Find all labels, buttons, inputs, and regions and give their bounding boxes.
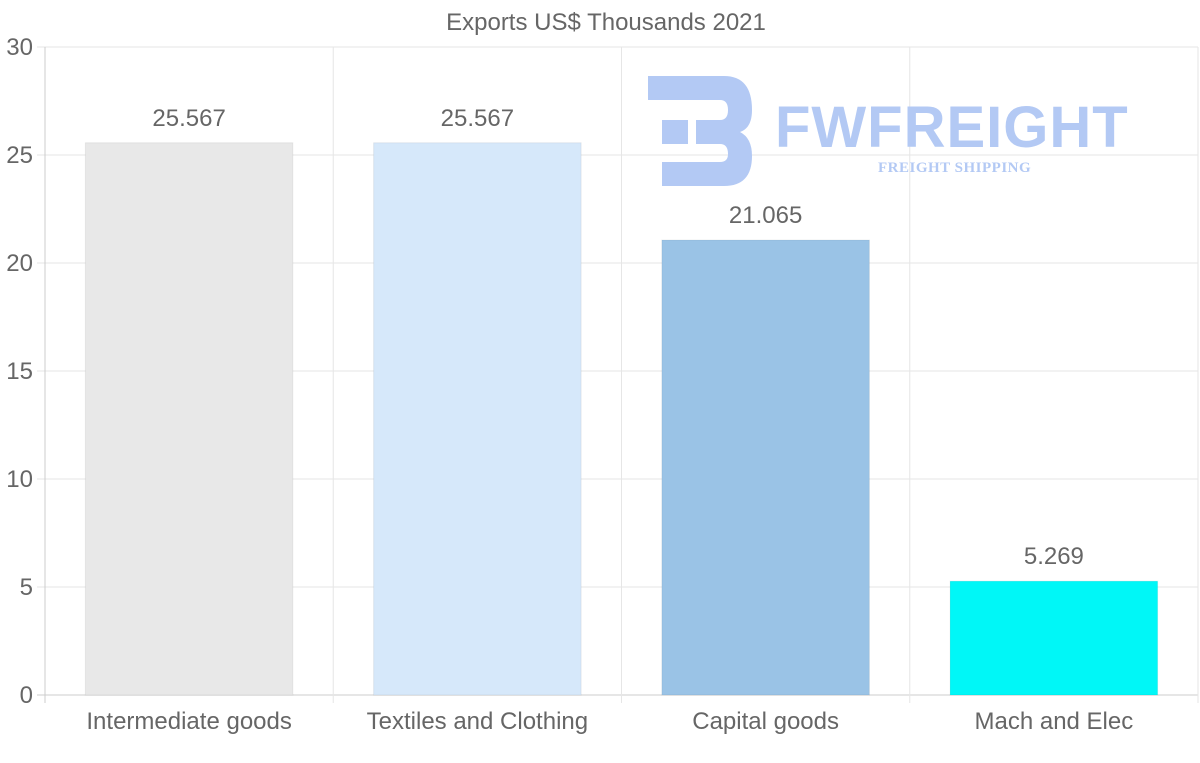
chart-title: Exports US$ Thousands 2021 [446,9,766,36]
bar [84,142,294,696]
y-tick-label: 25 [6,142,33,169]
y-tick-label: 5 [20,574,33,601]
x-tick-label: Mach and Elec [974,708,1133,735]
bars: 25.567 25.567 21.065 5.269 [84,105,1159,696]
bar [373,142,582,696]
y-axis: 0 5 10 15 20 25 30 [6,34,33,709]
data-label: 5.269 [1024,543,1084,570]
x-tick-label: Capital goods [692,708,839,735]
y-tick-label: 20 [6,250,33,277]
fwfreight-watermark: FWFREIGHT FREIGHT SHIPPING [640,70,1160,190]
x-tick-label: Intermediate goods [86,708,291,735]
y-tick-label: 10 [6,466,33,493]
fwfreight-logo-icon [648,76,752,186]
x-tick-label: Textiles and Clothing [367,708,588,735]
data-label: 25.567 [441,105,514,132]
watermark-brand: FWFREIGHT [775,95,1129,160]
watermark-tagline: FREIGHT SHIPPING [878,160,1032,176]
bar [949,580,1159,696]
bar [661,239,870,696]
y-tick-label: 0 [20,682,33,709]
data-label: 25.567 [152,105,225,132]
data-label: 21.065 [729,202,802,229]
y-tick-label: 15 [6,358,33,385]
y-tick-label: 30 [6,34,33,61]
x-axis: Intermediate goods Textiles and Clothing C… [86,708,1133,735]
